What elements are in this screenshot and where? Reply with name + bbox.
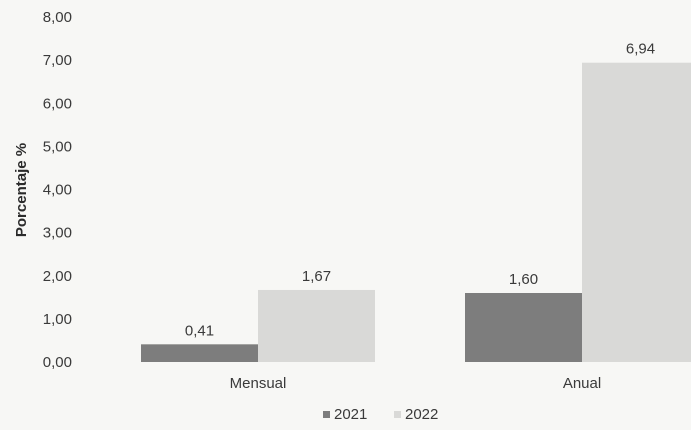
legend-label: 2021 [334,406,367,423]
y-tick-label: 1,00 [43,311,72,328]
y-axis-ticks: 0,00 1,00 2,00 3,00 4,00 5,00 6,00 7,00 8,00 [43,9,72,371]
y-tick-label: 2,00 [43,268,72,285]
bar-2021-anual [465,293,582,362]
bar-2021-mensual [141,344,258,362]
y-tick-label: 0,00 [43,354,72,371]
y-tick-label: 4,00 [43,182,72,199]
y-tick-label: 8,00 [43,9,72,26]
y-tick-label: 5,00 [43,138,72,155]
bar-2022-mensual [258,289,375,362]
data-label: 0,41 [185,322,214,339]
legend: 2021 2022 [323,406,438,423]
legend-swatch-2021 [323,411,330,418]
legend-swatch-2022 [394,411,401,418]
category-label: Anual [563,375,601,392]
bars [141,62,691,363]
data-labels: 0,41 1,67 1,60 6,94 [185,41,655,340]
y-tick-label: 6,00 [43,95,72,112]
data-label: 1,60 [509,271,538,288]
category-label: Mensual [230,375,287,392]
y-tick-label: 3,00 [43,225,72,242]
data-label: 6,94 [626,41,655,58]
bar-2022-anual [582,62,691,363]
category-labels: Mensual Anual [230,375,602,392]
legend-label: 2022 [405,406,438,423]
y-tick-label: 7,00 [43,52,72,69]
data-label: 1,67 [302,268,331,285]
y-axis-title: Porcentaje % [13,143,30,237]
